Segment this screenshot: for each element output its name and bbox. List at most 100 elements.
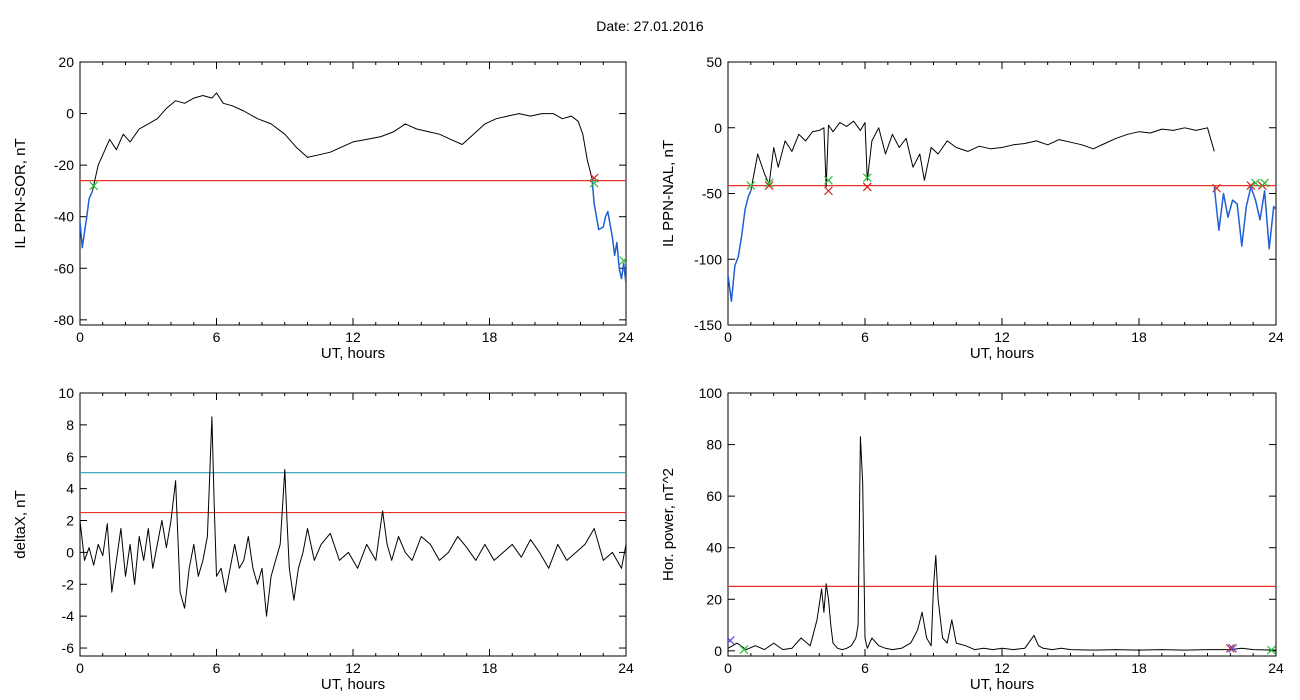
- plot-frame: [79, 61, 627, 326]
- y-tick-label: 8: [66, 417, 74, 433]
- x-tick-label: 0: [76, 660, 84, 676]
- marker-green: [1251, 178, 1260, 188]
- marker-stroke: [589, 178, 599, 188]
- page-title: Date: 27.01.2016: [596, 18, 704, 34]
- x-axis-label: UT, hours: [321, 345, 385, 362]
- chart-panel-hor-power: 0 6 12 18 24 100 80 60 40 20 0 UT, hours Hor. power,…: [660, 385, 1284, 693]
- marker-stroke: [824, 175, 833, 185]
- marker-stroke: [746, 181, 756, 191]
- plot-data: [728, 120, 1276, 303]
- marker-green: [764, 178, 774, 188]
- y-tick-label: 0: [714, 643, 722, 659]
- marker-green: [1260, 178, 1270, 188]
- marker-stroke: [89, 181, 99, 191]
- marker-stroke: [728, 636, 735, 644]
- marker-green: [89, 181, 99, 191]
- x-tick-label: 0: [724, 660, 732, 676]
- x-tick-label: 24: [1268, 660, 1284, 676]
- marker-stroke: [739, 645, 749, 654]
- plot-frame: [727, 61, 1277, 326]
- x-tick-label: 12: [994, 329, 1010, 345]
- series-line-blue: [80, 190, 94, 249]
- y-tick-label: 0: [66, 106, 74, 122]
- marker-green: [862, 173, 872, 183]
- series-line-blue: [1213, 186, 1276, 250]
- marker-stroke: [1246, 181, 1256, 191]
- marker-stroke: [619, 257, 626, 265]
- y-tick-label: -20: [54, 157, 74, 173]
- x-tick-label: 6: [861, 660, 869, 676]
- marker-stroke: [1212, 183, 1222, 193]
- x-axis-label: UT, hours: [970, 345, 1034, 362]
- marker-blue: [728, 636, 735, 645]
- marker-green: [619, 256, 626, 265]
- marker-green: [589, 178, 599, 188]
- marker-stroke: [1267, 645, 1276, 655]
- marker-stroke: [764, 181, 774, 191]
- y-tick-label: 6: [66, 449, 74, 465]
- y-tick-label: 20: [706, 591, 722, 607]
- y-axis-label: deltaX, nT: [12, 490, 29, 558]
- y-tick-label: 0: [714, 120, 722, 136]
- y-tick-label: -2: [62, 576, 75, 592]
- chart-panel-sor: 0 6 12 18 24 20 0 -20 -40 -60 -80 UT, hours IL PPN-S…: [12, 54, 634, 362]
- y-axis-label: IL PPN-SOR, nT: [12, 138, 29, 248]
- marker-stroke: [862, 173, 872, 183]
- plot-data: [80, 92, 626, 284]
- y-axis-label: Hor. power, nT^2: [660, 468, 677, 581]
- x-tick-label: 18: [482, 329, 498, 345]
- x-tick-label: 6: [213, 660, 221, 676]
- x-axis-label: UT, hours: [321, 676, 385, 693]
- y-tick-label: -80: [54, 312, 74, 328]
- x-tick-label: 0: [724, 329, 732, 345]
- chart-panel-deltax: 0 6 12 18 24 10 8 6 4 2 0 -2 -4 -6 UT, hours deltaX, nT: [12, 385, 634, 693]
- marker-stroke: [764, 178, 774, 188]
- x-tick-label: 18: [1131, 660, 1147, 676]
- plot-data: [728, 436, 1276, 655]
- marker-red: [1246, 181, 1256, 191]
- marker-stroke: [824, 186, 833, 196]
- marker-red: [862, 182, 872, 192]
- marker-red: [1212, 183, 1222, 193]
- marker-stroke: [1251, 178, 1260, 188]
- marker-green: [746, 181, 756, 191]
- x-tick-label: 0: [76, 329, 84, 345]
- y-tick-label: 4: [66, 481, 74, 497]
- x-tick-label: 12: [994, 660, 1010, 676]
- marker-blue: [1228, 643, 1238, 653]
- x-tick-label: 24: [618, 660, 634, 676]
- plot-frame: [727, 392, 1277, 657]
- marker-red: [764, 181, 774, 191]
- y-tick-label: -4: [62, 608, 75, 624]
- y-tick-label: 50: [706, 54, 722, 70]
- x-axis-label: UT, hours: [970, 676, 1034, 693]
- y-tick-label: -150: [694, 317, 722, 333]
- x-tick-label: 6: [213, 329, 221, 345]
- y-tick-label: -50: [702, 186, 722, 202]
- y-tick-label: -40: [54, 209, 74, 225]
- series-line-blue: [591, 177, 626, 284]
- y-tick-label: -6: [62, 640, 75, 656]
- x-tick-label: 18: [1131, 329, 1147, 345]
- y-tick-label: -100: [694, 251, 722, 267]
- y-tick-label: 20: [58, 54, 74, 70]
- marker-green: [1267, 645, 1276, 655]
- plot-data: [80, 416, 626, 617]
- marker-stroke: [862, 182, 872, 192]
- y-tick-label: 80: [706, 437, 722, 453]
- series-line-black: [80, 416, 626, 617]
- y-axis-label: IL PPN-NAL, nT: [660, 140, 677, 247]
- marker-stroke: [1225, 643, 1235, 653]
- series-line-black: [92, 92, 593, 192]
- x-tick-label: 6: [861, 329, 869, 345]
- marker-green: [824, 175, 833, 185]
- x-tick-label: 24: [1268, 329, 1284, 345]
- y-tick-label: 100: [699, 385, 723, 401]
- y-tick-label: 10: [58, 385, 74, 401]
- y-tick-label: -60: [54, 260, 74, 276]
- x-tick-label: 12: [345, 329, 361, 345]
- y-tick-label: 60: [706, 488, 722, 504]
- y-tick-label: 0: [66, 544, 74, 560]
- series-line-black: [750, 120, 1215, 191]
